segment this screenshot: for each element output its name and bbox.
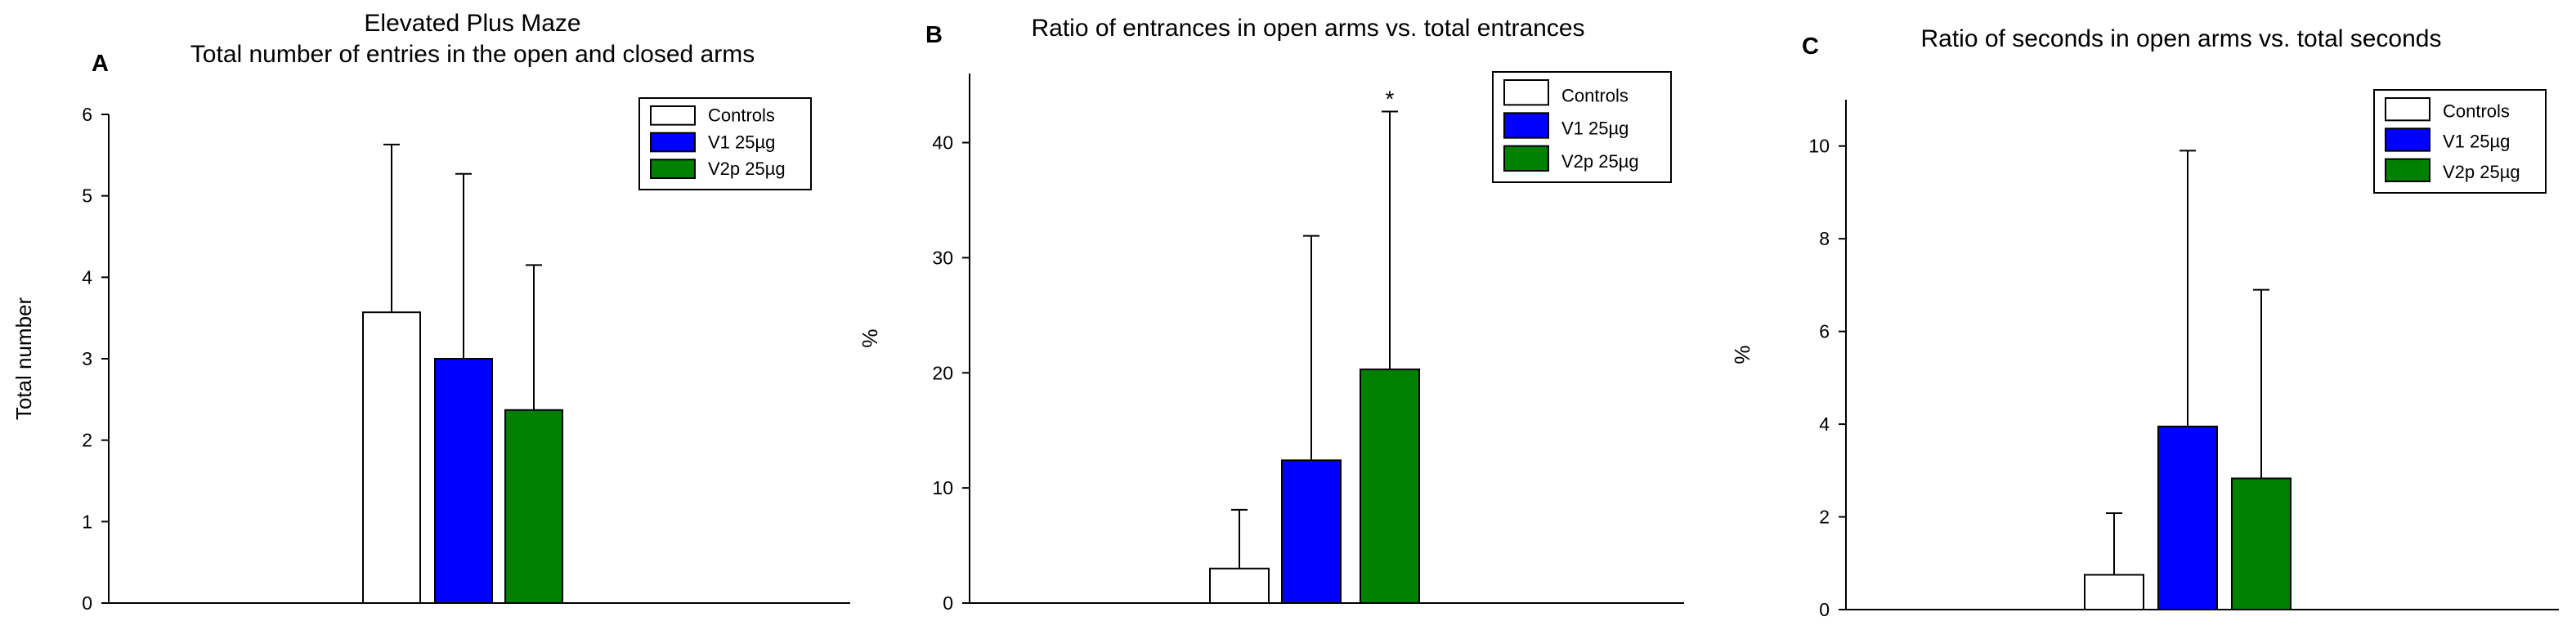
- panel-letter: A: [92, 51, 109, 77]
- y-axis-label: Total number: [11, 297, 36, 421]
- bar: [1360, 369, 1420, 604]
- y-tick-label: 6: [82, 104, 92, 125]
- legend-label: Controls: [2443, 101, 2510, 121]
- y-tick-label: 4: [1819, 413, 1830, 435]
- y-tick-label: 3: [82, 348, 92, 369]
- legend-label: V2p 25µg: [708, 159, 786, 179]
- legend-swatch: [1503, 79, 1549, 106]
- legend-label: Controls: [1561, 85, 1628, 105]
- y-tick-label: 10: [1808, 136, 1830, 157]
- legend-swatch: [650, 105, 696, 126]
- legend-label: Controls: [708, 105, 775, 126]
- legend: Controls V1 25µg V2p 25µg: [638, 97, 812, 190]
- legend-label: V1 25µg: [2443, 132, 2510, 152]
- chart-title-line: Elevated Plus Maze: [364, 10, 580, 37]
- y-tick-label: 5: [82, 185, 92, 207]
- bar: [2157, 425, 2218, 610]
- y-tick-label: 0: [82, 592, 92, 614]
- bar: [2084, 574, 2144, 610]
- legend-swatch: [1503, 145, 1549, 172]
- legend-swatch: [2385, 158, 2430, 183]
- legend-label: V1 25µg: [708, 132, 775, 152]
- legend-swatch: [2385, 97, 2430, 122]
- panel-letter: B: [925, 22, 943, 48]
- panel-c: C Ratio of seconds in open arms vs. total…: [1730, 25, 2559, 620]
- chart-title-line: Ratio of entrances in open arms vs. tota…: [1031, 15, 1584, 42]
- legend-label: V2p 25µg: [2443, 162, 2520, 182]
- y-tick-label: 0: [943, 592, 953, 614]
- bar: [434, 358, 493, 604]
- panel-letter: C: [1802, 34, 1819, 60]
- y-tick-label: 4: [82, 266, 92, 288]
- y-tick-label: 10: [932, 477, 953, 498]
- y-tick-label: 20: [932, 362, 953, 383]
- bar: [362, 311, 421, 604]
- y-tick-label: 30: [932, 247, 953, 268]
- bar: [504, 409, 563, 605]
- chart-title-line: Total number of entries in the open and …: [190, 41, 755, 68]
- bar: [2231, 477, 2292, 610]
- y-tick-label: 0: [1819, 599, 1830, 620]
- legend-label: V1 25µg: [1561, 118, 1628, 139]
- y-tick-label: 1: [82, 511, 92, 532]
- legend-swatch: [2385, 127, 2430, 152]
- legend-swatch: [650, 159, 696, 179]
- legend: Controls V1 25µg V2p 25µg: [1492, 71, 1672, 183]
- legend-label: V2p 25µg: [1561, 151, 1639, 172]
- y-tick-label: 8: [1819, 228, 1830, 249]
- panel-b: B Ratio of entrances in open arms vs. tot…: [858, 15, 1684, 614]
- bar: [1281, 459, 1342, 604]
- y-tick-label: 2: [1819, 507, 1830, 528]
- y-tick-label: 6: [1819, 321, 1830, 342]
- legend-swatch: [650, 132, 696, 153]
- bar: [1209, 567, 1270, 605]
- y-tick-label: 40: [932, 132, 953, 154]
- panel-a: A Elevated Plus Maze Total number of entri…: [11, 10, 850, 614]
- significance-marker: *: [1386, 86, 1395, 111]
- y-axis-label: %: [1730, 345, 1754, 364]
- legend-swatch: [1503, 112, 1549, 139]
- legend: Controls V1 25µg V2p 25µg: [2373, 89, 2547, 194]
- y-axis-label: %: [858, 328, 882, 347]
- y-tick-label: 2: [82, 430, 92, 451]
- chart-title-line: Ratio of seconds in open arms vs. total …: [1920, 25, 2441, 52]
